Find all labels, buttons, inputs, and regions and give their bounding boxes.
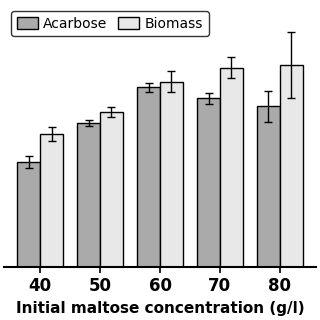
Bar xyxy=(257,107,280,267)
Bar xyxy=(220,68,243,267)
Bar xyxy=(17,162,40,267)
X-axis label: Initial maltose concentration (g/l): Initial maltose concentration (g/l) xyxy=(16,301,304,316)
Bar xyxy=(197,98,220,267)
Bar xyxy=(137,87,160,267)
Bar xyxy=(100,112,123,267)
Bar xyxy=(280,65,303,267)
Bar xyxy=(40,134,63,267)
Bar xyxy=(160,82,183,267)
Legend: Acarbose, Biomass: Acarbose, Biomass xyxy=(11,11,209,36)
Bar xyxy=(77,123,100,267)
